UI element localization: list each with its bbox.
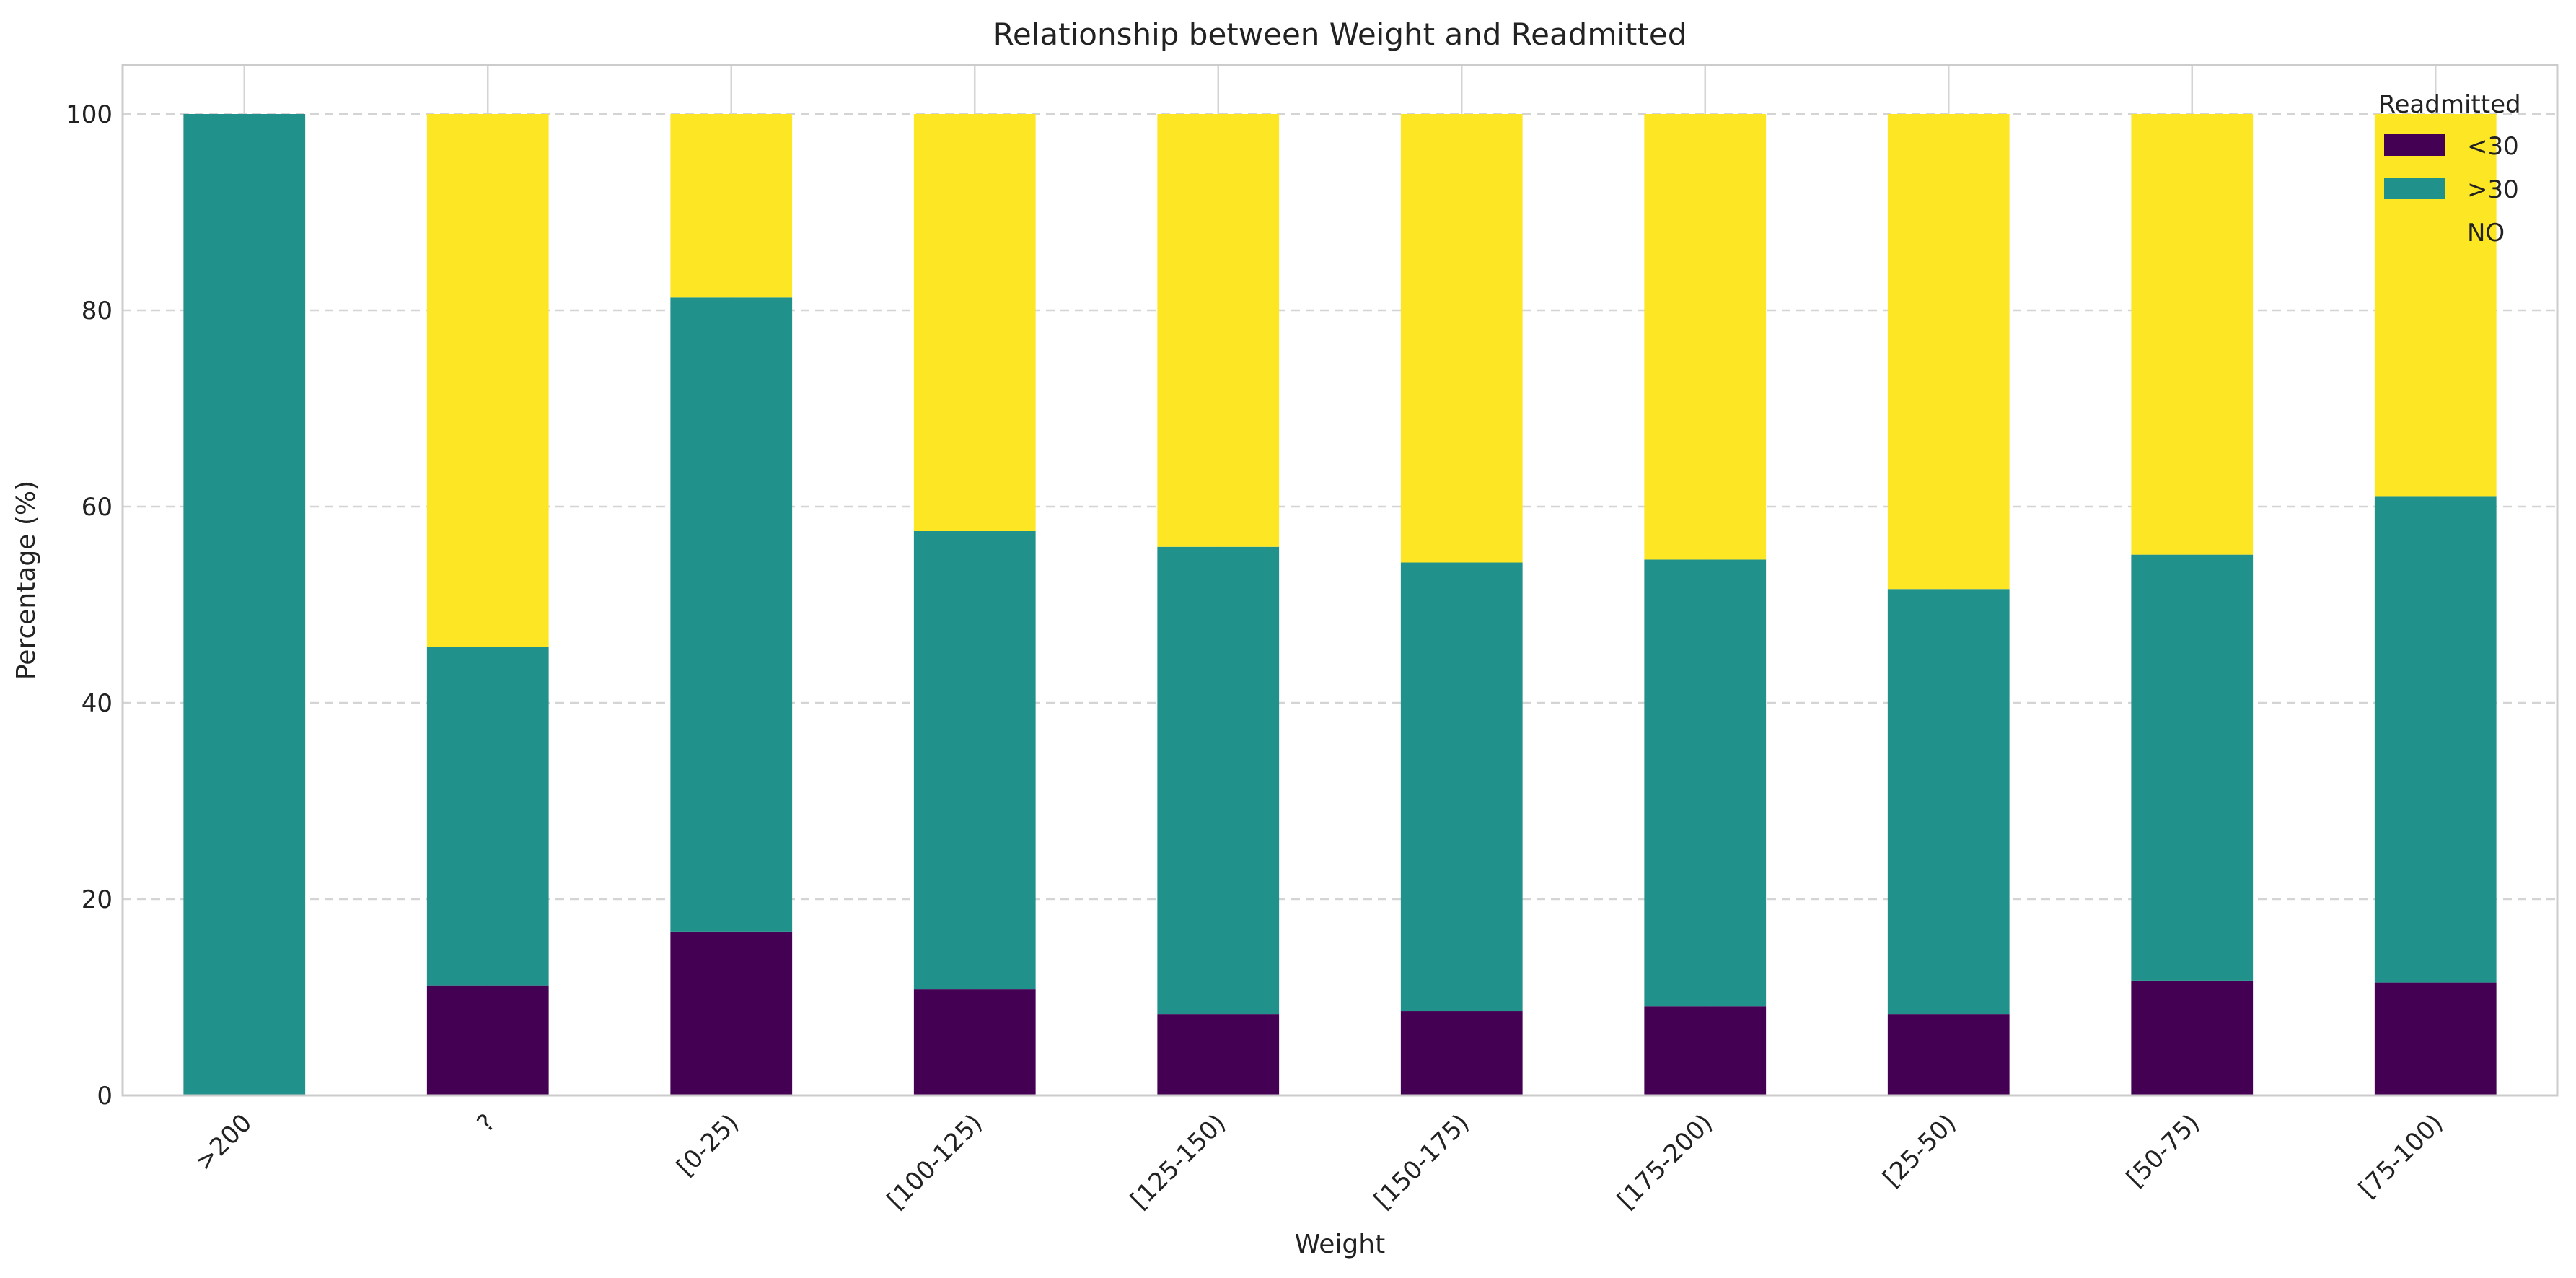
legend-swatch [2384,178,2445,199]
y-axis-label: Percentage (%) [12,481,41,680]
legend-label: NO [2467,219,2505,248]
y-tick-label: 0 [97,1082,113,1111]
bar-segment-2 [670,297,793,932]
bar-segment-1 [2374,982,2497,1095]
legend-label: >30 [2467,175,2519,204]
legend-title: Readmitted [2378,90,2520,119]
bar-segment-3 [2131,114,2254,555]
bar-segment-2 [913,531,1036,990]
y-tick-label: 80 [82,297,113,325]
y-tick-label: 40 [82,689,113,718]
bar-segment-3 [426,114,549,647]
legend-swatch [2384,221,2445,242]
bar-segment-2 [183,114,306,1095]
bar-segment-1 [1400,1011,1523,1095]
bar-segment-2 [426,647,549,986]
y-tick-label: 20 [82,885,113,914]
bar-segment-3 [670,114,793,298]
bar-segment-1 [1644,1006,1767,1095]
bar-segment-3 [1400,114,1523,563]
bar-segment-1 [1887,1014,2010,1095]
bar-segment-2 [1887,589,2010,1015]
bar-segment-1 [426,985,549,1095]
plot-frame [121,64,2559,1097]
bar-segment-2 [2131,554,2254,981]
bar-segment-1 [2131,980,2254,1095]
bar-segment-2 [1400,562,1523,1012]
x-axis-label: Weight [1295,1230,1385,1259]
bar-segment-1 [913,989,1036,1095]
legend-label: <30 [2467,132,2519,161]
bar-segment-3 [1157,114,1280,547]
chart-title: Relationship between Weight and Readmitt… [993,17,1687,52]
bar-segment-3 [2374,114,2497,497]
bar-segment-2 [1157,546,1280,1015]
bars-layer [183,114,2497,1095]
bar-segment-1 [670,931,793,1095]
bar-segment-3 [1644,114,1767,560]
bar-segment-1 [1157,1014,1280,1095]
bar-segment-3 [1887,114,2010,590]
bar-segment-3 [913,114,1036,531]
bar-segment-2 [1644,559,1767,1007]
y-tick-label: 100 [66,100,113,129]
legend-swatch [2384,134,2445,156]
y-tick-label: 60 [82,493,113,522]
bar-segment-2 [2374,496,2497,983]
legend: Readmitted <30 >30 NO [2378,90,2520,248]
